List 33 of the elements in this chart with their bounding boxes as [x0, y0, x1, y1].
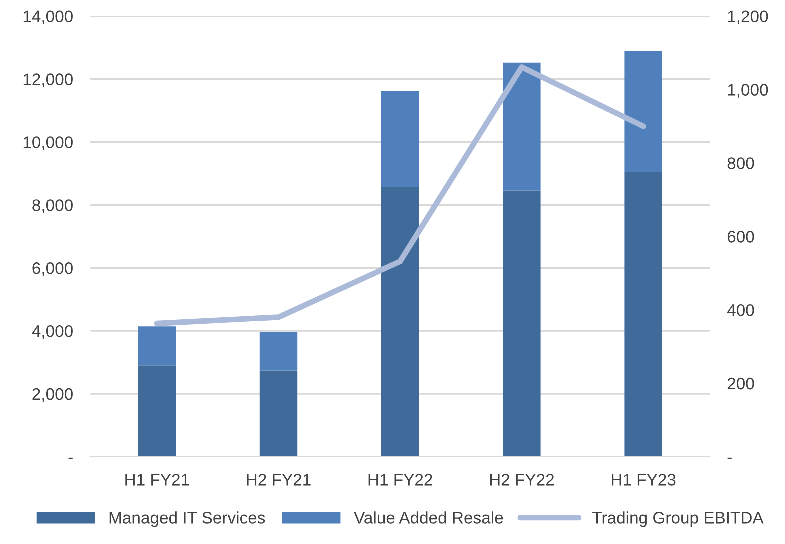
- y-tick-label: -: [68, 458, 73, 460]
- x-tick-label: H1 FY21: [126, 474, 190, 486]
- y2-tick-label: 1,000: [728, 84, 768, 98]
- bar: [138, 326, 176, 366]
- bar: [260, 332, 298, 371]
- legend-label: Trading Group EBITDA: [592, 512, 764, 528]
- y-tick-label: 8,000: [32, 200, 73, 214]
- x-tick-label: H1 FY22: [368, 474, 432, 486]
- y-tick-label: 2,000: [32, 388, 73, 402]
- y2-tick-label: 1,200: [728, 10, 768, 24]
- legend-label: Value Added Resale: [354, 512, 504, 524]
- y-tick-label: 4,000: [32, 325, 73, 340]
- x-tick-label: H2 FY22: [490, 474, 554, 486]
- y2-tick-label: 800: [728, 158, 754, 170]
- x-tick-label: H1 FY23: [612, 474, 676, 486]
- x-tick-label: H2 FY21: [247, 474, 311, 486]
- y-tick-label: 6,000: [32, 262, 73, 276]
- bar: [503, 62, 541, 191]
- y2-tick-label: 200: [728, 378, 754, 390]
- y-tick-label: 14,000: [24, 10, 73, 24]
- legend-label: Managed IT Services: [110, 512, 266, 528]
- bar: [138, 366, 176, 457]
- y2-tick-label: 400: [727, 304, 754, 316]
- y-tick-label: 12,000: [24, 74, 73, 88]
- bar: [503, 190, 541, 457]
- bar: [624, 172, 662, 457]
- y2-tick-label: 600: [728, 231, 754, 243]
- bar: [382, 92, 420, 188]
- bar: [382, 187, 420, 457]
- y-tick-label: 10,000: [24, 136, 73, 150]
- bar: [624, 50, 662, 172]
- y2-tick-label: -: [728, 458, 732, 460]
- bar: [260, 370, 298, 457]
